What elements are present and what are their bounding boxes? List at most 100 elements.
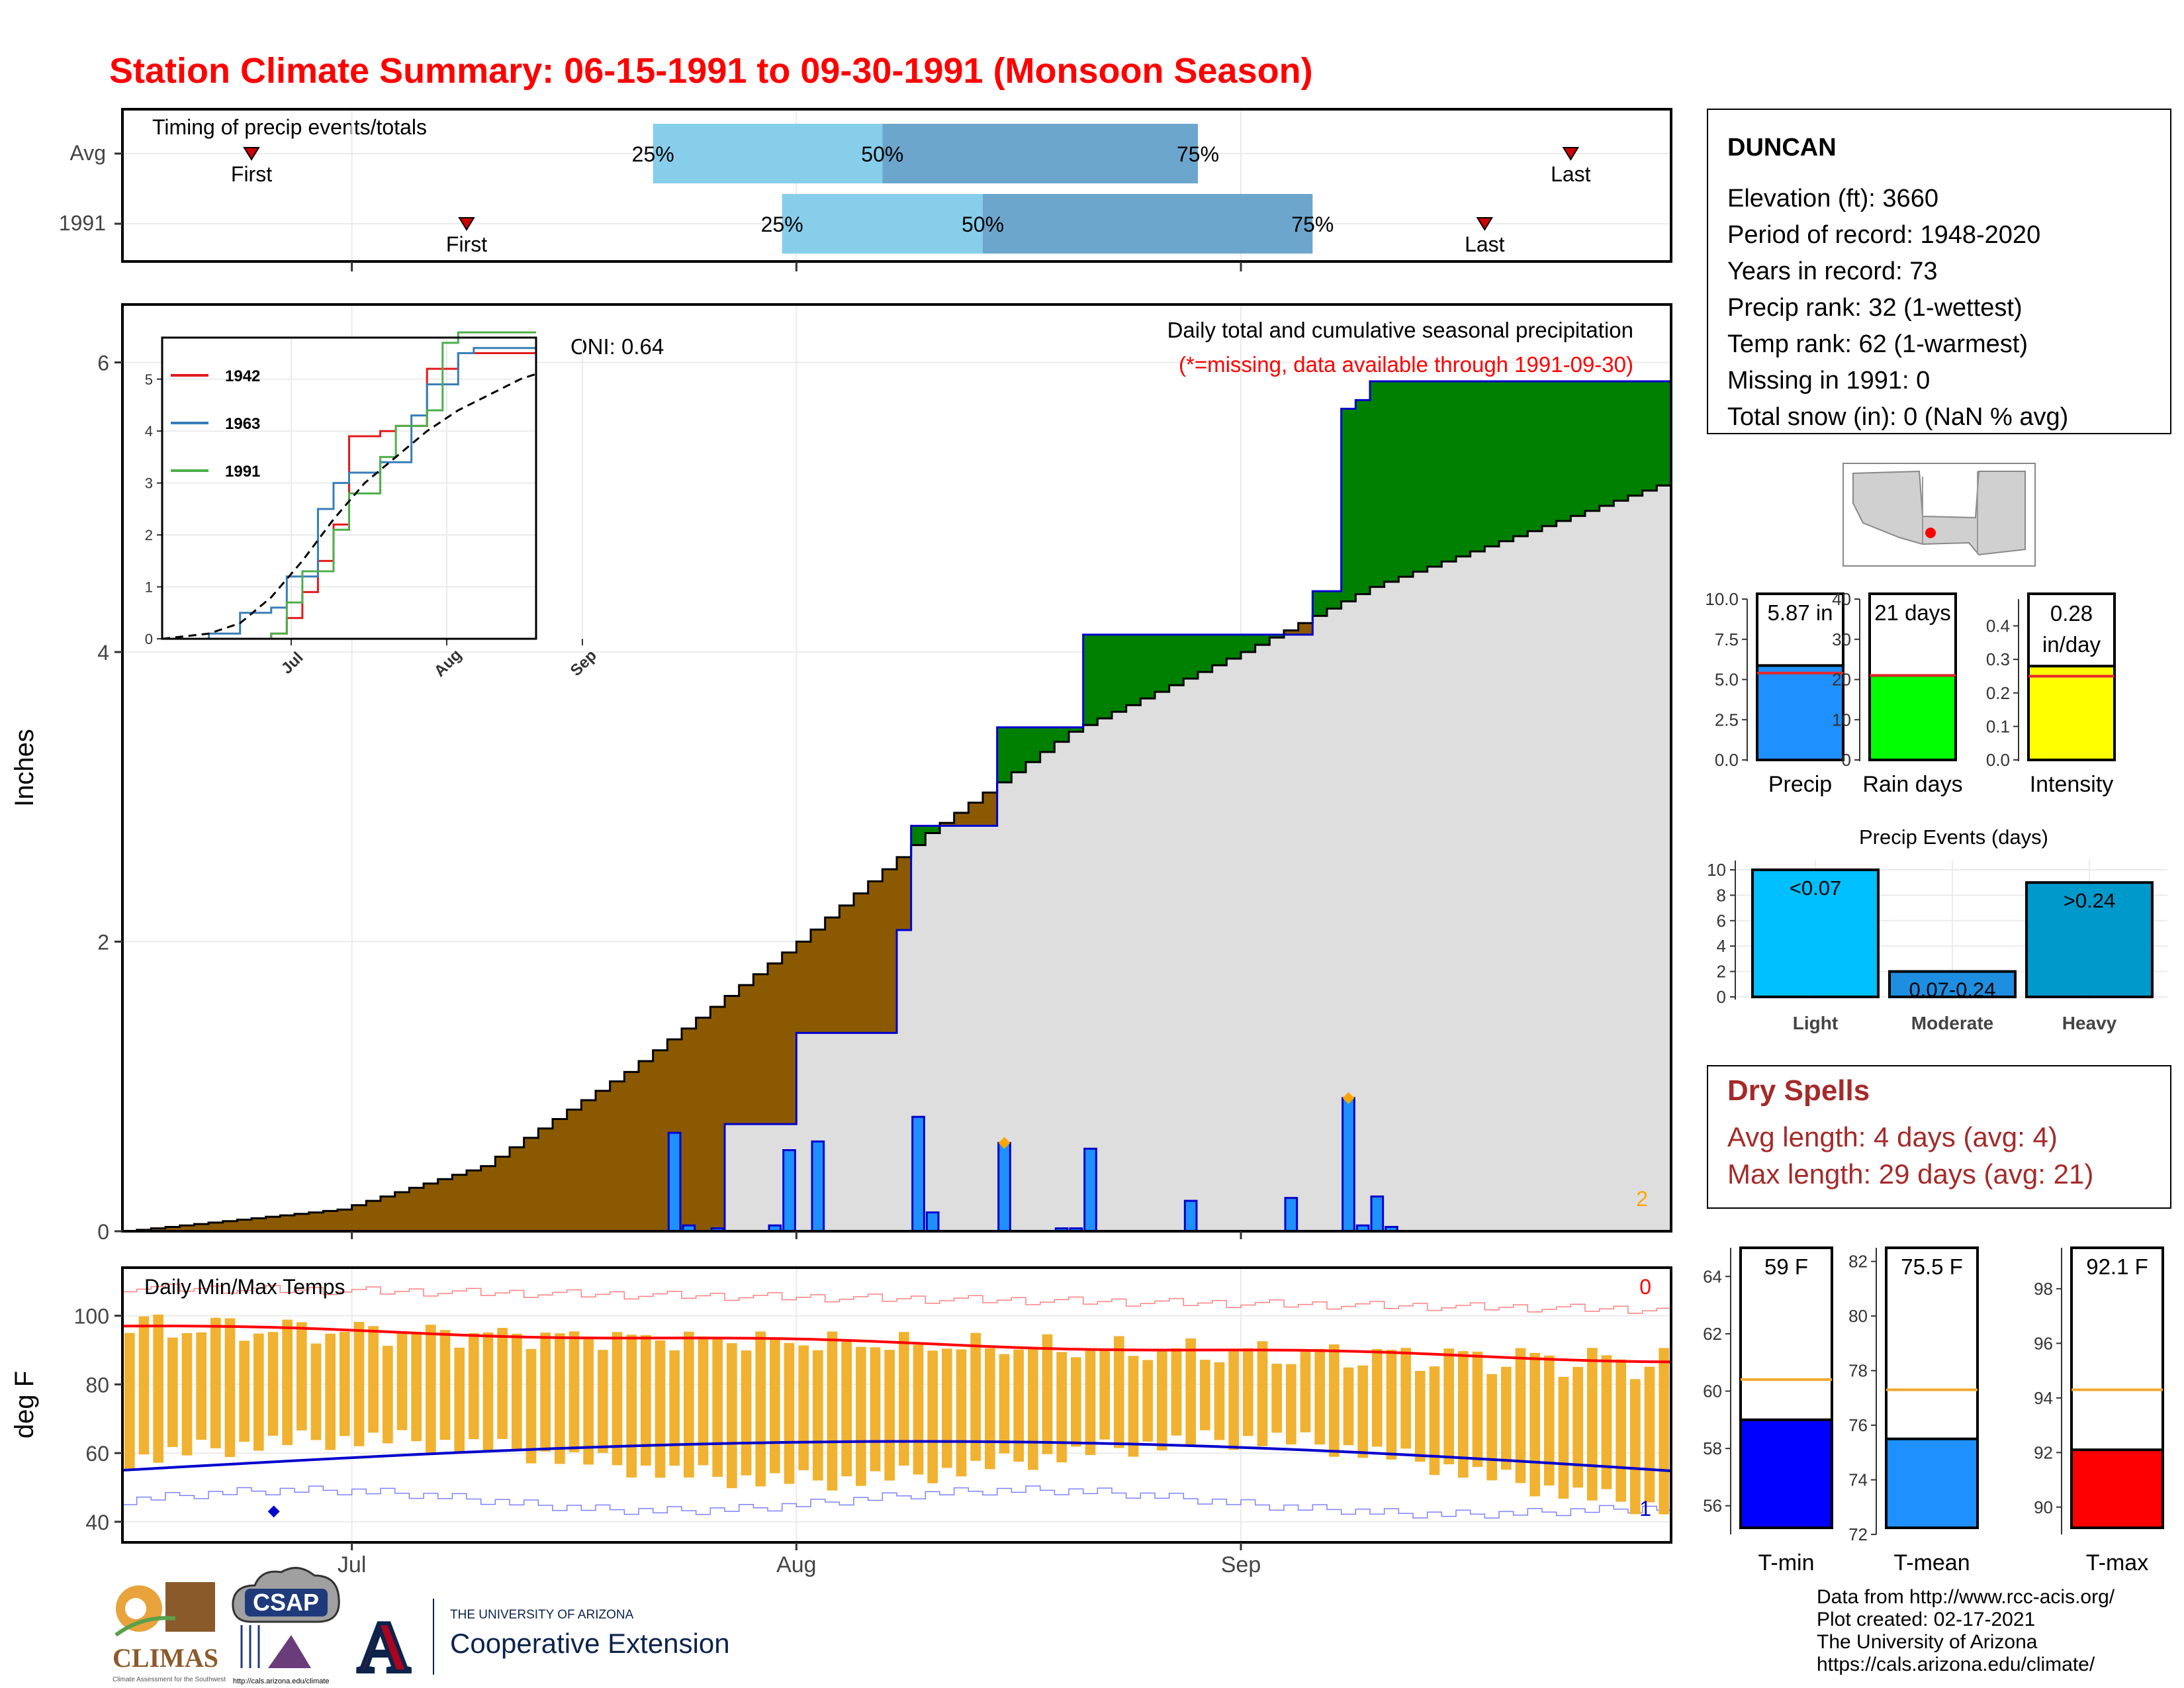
below-average-fill	[796, 941, 811, 1033]
daily-temp-bar	[827, 1331, 838, 1491]
daily-precip-bar	[911, 1115, 925, 1233]
timing-first-marker	[458, 217, 475, 231]
temp-summary-frame	[2070, 1246, 2164, 1529]
below-average-fill	[424, 1183, 439, 1231]
daily-temp-bar	[598, 1350, 608, 1453]
above-average-fill	[1642, 381, 1657, 491]
csap-logo-text: CSAP	[253, 1589, 319, 1616]
daily-temp-bar	[1429, 1366, 1440, 1476]
timing-panel: Timing of precip events/totals Avg 1991 …	[59, 108, 1672, 263]
csap-mountain-icon	[268, 1635, 311, 1668]
below-average-fill	[165, 1227, 181, 1231]
ua-block-a-icon: A	[357, 1607, 410, 1687]
below-average-fill	[437, 1179, 453, 1231]
temp-summary-tick-label: 98	[2034, 1279, 2053, 1299]
below-average-fill	[610, 1081, 625, 1231]
above-average-fill	[911, 825, 926, 845]
below-average-fill	[452, 1174, 467, 1231]
below-average-fill	[897, 857, 912, 930]
events-bar	[2025, 881, 2154, 998]
above-average-fill	[1614, 381, 1629, 501]
summary-axis-label: Precip	[1768, 772, 1832, 797]
summary-tick-label: 0.3	[1986, 649, 2010, 669]
temp-summary-tick-label: 58	[1703, 1438, 1722, 1458]
below-average-fill	[409, 1188, 424, 1231]
temp-y-label: 80	[85, 1373, 109, 1397]
above-average-fill	[1527, 381, 1543, 532]
daily-temp-bar	[1128, 1356, 1139, 1457]
ua-logo: A THE UNIVERSITY OF ARIZONA Cooperative …	[355, 1599, 730, 1688]
temp-summary-tick-label: 74	[1848, 1470, 1868, 1490]
daily-temp-bar	[1472, 1351, 1483, 1468]
inset-border	[161, 336, 537, 640]
above-average-fill	[925, 825, 940, 833]
daily-temp-bar	[727, 1343, 737, 1489]
daily-precip-bar	[1342, 1097, 1355, 1233]
figure-title: Station Climate Summary: 06-15-1991 to 0…	[109, 51, 1313, 91]
y-tick-label: 0	[97, 1220, 109, 1244]
station-line: Missing in 1991: 0	[1727, 367, 1930, 395]
below-average-fill	[696, 1017, 711, 1231]
temp-y-label: 60	[85, 1442, 109, 1466]
below-average-fill	[208, 1222, 224, 1231]
above-average-fill	[1542, 381, 1557, 526]
below-average-fill	[954, 812, 969, 826]
temp-summary-tick-label: 80	[1848, 1306, 1868, 1326]
daily-temp-bar	[1286, 1364, 1297, 1445]
daily-temp-bar	[1558, 1376, 1569, 1499]
daily-temp-bar	[569, 1331, 580, 1452]
temp-summary-label: T-mean	[1893, 1550, 1970, 1575]
daily-temp-bar	[942, 1348, 952, 1468]
above-average-fill	[1628, 381, 1643, 496]
temp-summary-tick-label: 72	[1848, 1524, 1868, 1544]
timing-label: Timing of precip events/totals	[152, 115, 427, 139]
below-average-fill	[495, 1156, 510, 1231]
dry-spells-panel: Dry Spells Avg length: 4 days (avg: 4) M…	[1707, 1065, 2171, 1209]
above-average-fill	[1083, 634, 1098, 726]
above-average-fill	[1470, 381, 1485, 551]
above-average-fill	[1556, 381, 1571, 522]
above-average-fill	[1011, 727, 1026, 773]
events-bar-label: 0.07-0.24	[1909, 978, 1996, 1002]
daily-temp-bar	[626, 1335, 637, 1477]
timing-p25-label: 25%	[761, 212, 803, 236]
daily-temp-bar	[383, 1346, 393, 1444]
temp-content	[122, 1268, 1672, 1542]
events-category-label: Light	[1793, 1013, 1838, 1033]
daily-temp-bar	[426, 1325, 436, 1453]
precip-fills	[122, 380, 1672, 1233]
inset-legend-label: 1942	[225, 367, 260, 385]
daily-temp-bar	[1615, 1359, 1626, 1502]
average-min-line	[122, 1440, 1672, 1473]
daily-precip-bar	[997, 1142, 1011, 1233]
above-average-fill	[1212, 634, 1227, 666]
events-tick-label: 4	[1717, 936, 1726, 956]
climas-logo-text: CLIMAS	[113, 1643, 218, 1673]
daily-temp-bar	[1056, 1352, 1067, 1463]
daily-temp-bar	[1357, 1365, 1368, 1458]
events-category-label: Moderate	[1911, 1013, 1993, 1033]
daily-temp-bar	[798, 1345, 809, 1471]
climas-logo-subtext: Climate Assessment for the Southwest	[113, 1676, 226, 1683]
summary-tick-label: 30	[1832, 630, 1851, 649]
inset-legend-label: 1963	[225, 415, 260, 433]
daily-temp-bar	[1644, 1366, 1655, 1503]
below-average-fill	[639, 1060, 654, 1231]
above-average-fill	[1269, 634, 1285, 638]
summary-tick-label: 0.0	[1715, 750, 1739, 770]
daily-temp-bar	[899, 1332, 909, 1466]
temp-label: Daily Min/Max Temps	[144, 1275, 345, 1299]
below-average-fill	[624, 1072, 639, 1231]
events-title: Precip Events (days)	[1859, 825, 2048, 849]
inset-y-label: 2	[145, 527, 153, 543]
daily-temp-bar	[712, 1338, 723, 1477]
daily-precip-bar	[1083, 1147, 1097, 1233]
above-average-fill	[1499, 381, 1514, 541]
inset-y-label: 1	[145, 579, 153, 596]
below-average-fill	[538, 1128, 553, 1231]
timing-p50-label: 50%	[962, 212, 1004, 236]
inset-series-1991	[162, 331, 536, 640]
record-min-line	[122, 1485, 1671, 1519]
daily-temp-bar	[784, 1342, 795, 1484]
station-line: Temp rank: 62 (1-warmest)	[1727, 330, 2028, 358]
